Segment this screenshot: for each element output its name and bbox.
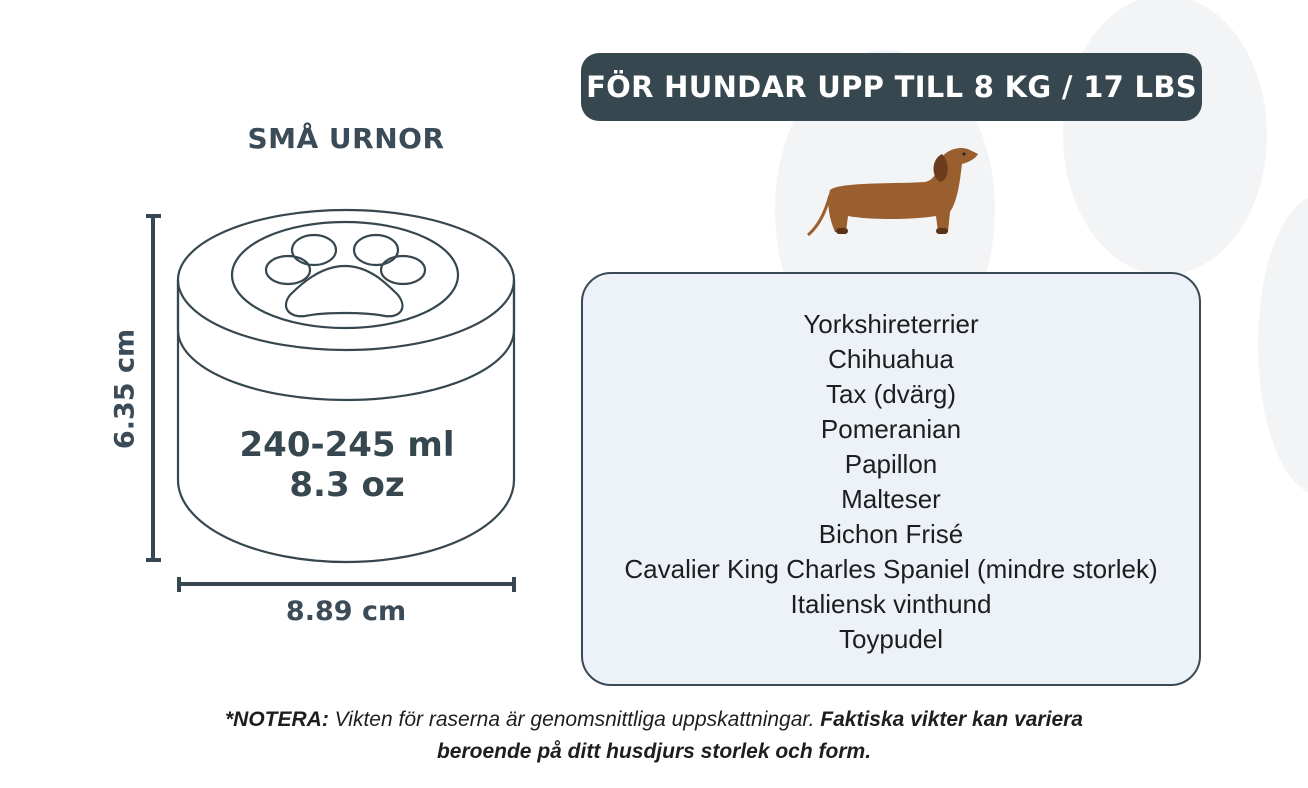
paw-icon — [264, 233, 427, 318]
note-label: *NOTERA: — [225, 708, 329, 731]
urn-body — [176, 280, 516, 564]
breed-item: Cavalier King Charles Spaniel (mindre st… — [624, 554, 1158, 584]
breed-item: Malteser — [841, 484, 941, 514]
note-emphasis-1: Faktiska vikter kan variera — [820, 708, 1083, 731]
breed-item: Bichon Frisé — [818, 519, 964, 549]
breed-list: Yorkshireterrier Chihuahua Tax (dvärg) P… — [583, 307, 1199, 657]
width-label: 8.89 cm — [285, 596, 407, 627]
weight-banner: FÖR HUNDAR UPP TILL 8 KG / 17 LBS — [581, 53, 1202, 121]
footnote: *NOTERA: Vikten för raserna är genomsnit… — [0, 704, 1308, 768]
breed-item: Yorkshireterrier — [803, 309, 979, 339]
breed-item: Chihuahua — [828, 344, 954, 374]
width-dimension-line — [177, 577, 516, 592]
breed-item: Papillon — [844, 449, 938, 479]
breed-list-box: Yorkshireterrier Chihuahua Tax (dvärg) P… — [581, 272, 1201, 686]
volume-label: 240-245 ml 8.3 oz — [180, 425, 514, 505]
breed-item: Toypudel — [838, 624, 944, 654]
note-emphasis-2: beroende på ditt husdjurs storlek och fo… — [436, 740, 872, 763]
height-dimension-line — [146, 214, 161, 562]
height-label: 6.35 cm — [109, 328, 141, 450]
dachshund-icon — [807, 148, 978, 237]
breed-item: Pomeranian — [820, 414, 962, 444]
note-text: Vikten för raserna är genomsnittliga upp… — [328, 708, 821, 731]
volume-ml: 240-245 ml — [239, 425, 455, 465]
volume-oz: 8.3 oz — [289, 465, 405, 505]
urn-diagram — [146, 208, 516, 592]
breed-item: Tax (dvärg) — [825, 379, 957, 409]
breed-item: Italiensk vinthund — [790, 589, 992, 619]
product-title: SMÅ URNOR — [247, 122, 445, 155]
